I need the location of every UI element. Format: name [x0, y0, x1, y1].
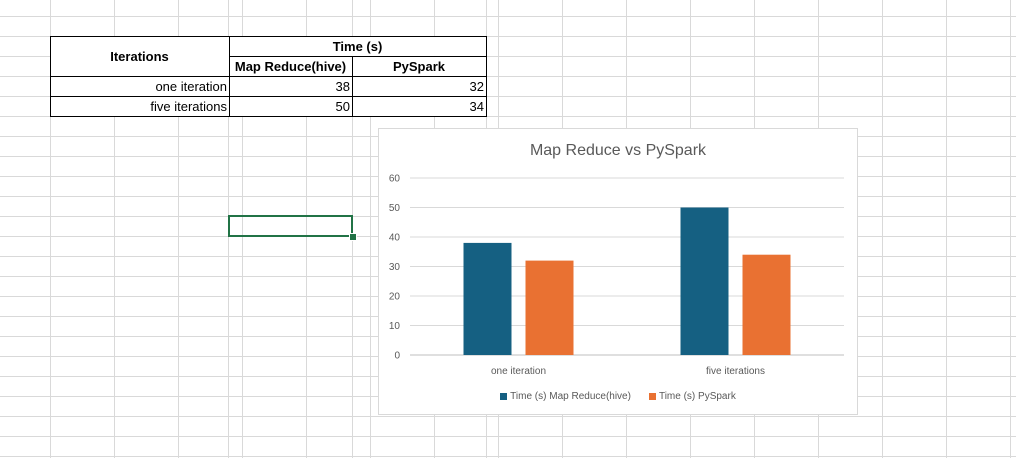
bar-mapreduce	[463, 242, 512, 355]
y-tick-label: 50	[389, 203, 401, 214]
legend-swatch	[500, 393, 508, 400]
data-table: Iterations Time (s) Map Reduce(hive) PyS…	[50, 36, 487, 117]
table-border	[50, 116, 487, 117]
y-tick-label: 60	[389, 174, 401, 185]
y-tick-label: 40	[389, 233, 401, 244]
chart-container[interactable]: Map Reduce vs PySpark 0 10 20 30 40 50 60 one i…	[378, 128, 858, 415]
table-border	[229, 36, 230, 117]
table-border	[50, 36, 51, 117]
header-time[interactable]: Time (s)	[332, 38, 383, 54]
x-tick-label: one iteration	[491, 366, 546, 377]
selected-cell[interactable]	[228, 215, 353, 237]
legend-swatch	[648, 393, 656, 400]
table-border	[50, 36, 487, 37]
y-tick-label: 30	[389, 262, 401, 273]
chart-title: Map Reduce vs PySpark	[529, 142, 707, 159]
y-tick-label: 10	[389, 321, 401, 332]
cell-value[interactable]: 38	[335, 79, 350, 94]
bar-chart: 0 10 20 30 40 50 60 one iteration five iteration…	[389, 174, 844, 377]
table-border	[352, 56, 353, 117]
table-border	[486, 36, 487, 117]
row-label[interactable]: five iterations	[150, 99, 227, 114]
row-label[interactable]: one iteration	[155, 79, 227, 94]
y-tick-label: 20	[389, 292, 401, 303]
bar-mapreduce	[680, 207, 729, 355]
table-border	[50, 96, 487, 97]
cell-value[interactable]: 32	[469, 79, 484, 94]
legend-label: Time (s) PySpark	[658, 391, 736, 402]
header-iterations[interactable]: Iterations	[110, 48, 169, 64]
bar-pyspark	[742, 254, 791, 355]
bar-pyspark	[525, 260, 574, 355]
table-border	[229, 56, 487, 57]
fill-handle[interactable]	[349, 233, 357, 241]
legend-item-mapreduce: Time (s) Map Reduce(hive)	[500, 391, 631, 402]
x-tick-label: five iterations	[706, 366, 765, 377]
cell-value[interactable]: 34	[469, 99, 484, 114]
legend-item-pyspark: Time (s) PySpark	[648, 391, 736, 402]
chart-legend: Time (s) Map Reduce(hive) Time (s) PySpa…	[379, 391, 857, 402]
cell-value[interactable]: 50	[335, 99, 350, 114]
header-pyspark[interactable]: PySpark	[392, 58, 446, 74]
header-mapreduce[interactable]: Map Reduce(hive)	[234, 58, 347, 74]
legend-label: Time (s) Map Reduce(hive)	[510, 391, 631, 402]
y-tick-label: 0	[394, 351, 400, 362]
table-border	[50, 76, 487, 77]
